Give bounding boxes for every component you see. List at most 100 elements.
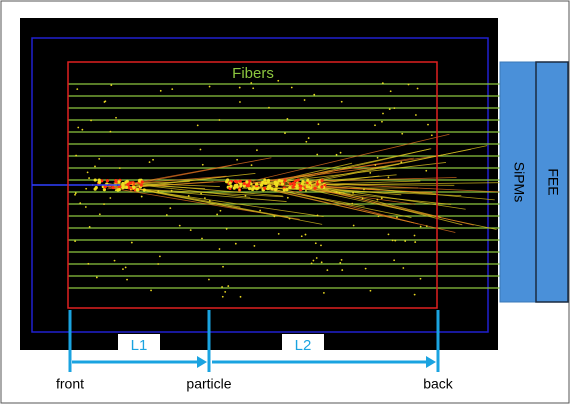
hit — [290, 86, 293, 89]
hit — [113, 259, 116, 262]
hit — [208, 199, 211, 202]
hit — [402, 267, 405, 269]
hit — [157, 263, 160, 265]
hit — [295, 184, 299, 188]
hit — [124, 266, 127, 269]
hit — [225, 228, 228, 230]
hit — [374, 164, 377, 166]
hit — [339, 261, 342, 264]
l1-arrowhead — [197, 356, 207, 368]
hit — [158, 255, 161, 258]
hit — [93, 178, 97, 182]
hit — [264, 181, 268, 185]
track — [314, 183, 495, 201]
hit — [291, 185, 295, 189]
hit — [301, 179, 305, 184]
hit — [252, 87, 255, 90]
hit — [298, 188, 303, 192]
hit — [148, 161, 151, 164]
hit — [117, 187, 121, 192]
hit — [263, 178, 267, 182]
hit — [200, 192, 203, 195]
hit — [239, 295, 242, 298]
hit — [253, 245, 256, 247]
fee-block — [535, 61, 569, 303]
hit — [255, 182, 259, 186]
hit — [76, 88, 79, 91]
hit — [165, 214, 168, 216]
hit — [138, 178, 142, 182]
hit — [219, 209, 222, 212]
hit — [288, 185, 292, 190]
hit — [430, 134, 433, 137]
hit — [304, 233, 307, 236]
hit — [129, 181, 133, 185]
track — [252, 163, 400, 184]
hit — [388, 108, 391, 111]
hit — [414, 114, 417, 116]
hit — [132, 186, 136, 190]
hit — [305, 140, 308, 143]
hit — [94, 165, 96, 168]
hit — [129, 188, 132, 191]
track — [289, 188, 462, 197]
hit — [114, 189, 117, 192]
hit — [387, 176, 390, 179]
hit — [216, 213, 219, 216]
hit — [391, 239, 394, 242]
l2-box — [282, 334, 324, 358]
hit — [118, 167, 121, 170]
hit — [94, 186, 98, 190]
track — [262, 148, 432, 186]
track — [303, 177, 457, 182]
track — [131, 187, 323, 225]
hit — [110, 84, 113, 87]
hit — [255, 187, 259, 191]
hit — [268, 106, 270, 109]
hit — [288, 182, 293, 186]
hit — [126, 278, 128, 281]
hit — [239, 184, 243, 188]
hit — [263, 186, 267, 190]
hit — [152, 158, 154, 161]
hit — [277, 79, 280, 82]
hit — [320, 261, 323, 264]
fiber-lines — [68, 83, 500, 289]
track — [301, 184, 380, 191]
hit — [377, 215, 380, 218]
hit — [125, 185, 129, 189]
hit — [218, 119, 221, 121]
hit — [87, 262, 90, 265]
hit — [201, 237, 203, 240]
front-label: front — [56, 376, 84, 392]
hit — [157, 190, 160, 193]
hit — [320, 244, 322, 247]
hit — [208, 85, 211, 88]
hit — [100, 179, 104, 183]
hit — [196, 124, 199, 127]
hit — [387, 233, 390, 236]
hit — [393, 107, 396, 110]
hit — [404, 240, 407, 242]
l1-box — [118, 334, 160, 358]
hit — [277, 179, 281, 183]
hit — [376, 198, 379, 201]
hit — [326, 269, 329, 272]
hit — [109, 197, 112, 199]
hit — [393, 259, 396, 262]
hit — [77, 126, 80, 129]
hit — [234, 242, 237, 245]
track — [285, 187, 452, 205]
sipms-label: SiPMs — [511, 162, 527, 202]
hit — [142, 188, 146, 192]
hit — [74, 240, 77, 243]
hit — [396, 216, 398, 219]
hit — [389, 90, 392, 93]
fibers-label: Fibers — [232, 65, 274, 82]
hit — [376, 156, 379, 159]
hit — [299, 184, 303, 188]
hit — [316, 153, 319, 156]
hit — [364, 267, 367, 270]
hit — [98, 157, 101, 160]
l2-arrowhead — [426, 356, 436, 368]
